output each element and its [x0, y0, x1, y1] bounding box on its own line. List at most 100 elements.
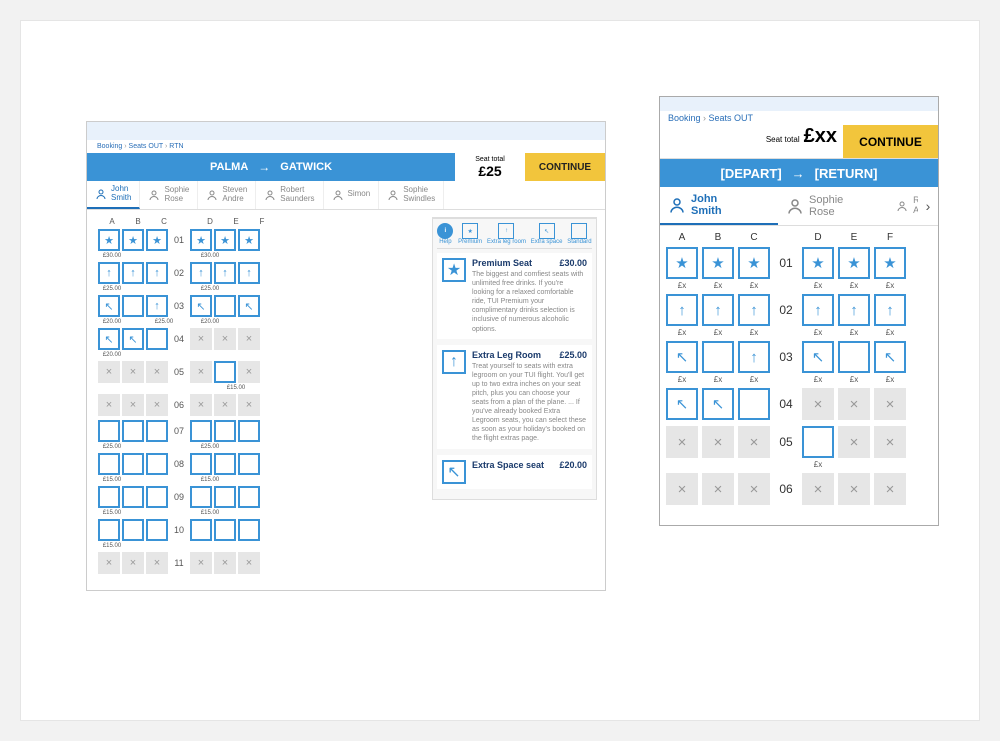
- passenger-tab[interactable]: SophieRose: [140, 181, 198, 209]
- continue-button[interactable]: CONTINUE: [525, 153, 605, 181]
- seat-standard[interactable]: [122, 519, 144, 541]
- seat-up[interactable]: ↑: [190, 262, 212, 284]
- seat-star[interactable]: ★: [98, 229, 120, 251]
- seat-standard[interactable]: [214, 486, 236, 508]
- breadcrumb-booking[interactable]: Booking: [668, 113, 701, 123]
- seat-standard[interactable]: [214, 453, 236, 475]
- seat-diag[interactable]: ↖: [666, 341, 698, 373]
- seat-star[interactable]: ★: [666, 247, 698, 279]
- seat-standard[interactable]: [98, 453, 120, 475]
- seat-up[interactable]: ↑: [874, 294, 906, 326]
- seat-standard[interactable]: [122, 486, 144, 508]
- seat-standard[interactable]: [98, 486, 120, 508]
- seat-star[interactable]: ★: [838, 247, 870, 279]
- seat-up[interactable]: ↑: [838, 294, 870, 326]
- seat-up[interactable]: ↑: [122, 262, 144, 284]
- row-number: 03: [772, 350, 800, 364]
- seat-star[interactable]: ★: [190, 229, 212, 251]
- breadcrumb-seats-out[interactable]: Seats OUT: [129, 143, 164, 150]
- seat-diag[interactable]: ↖: [874, 341, 906, 373]
- seat-star[interactable]: ★: [214, 229, 236, 251]
- seat-diag[interactable]: ↖: [802, 341, 834, 373]
- seat-standard[interactable]: [146, 519, 168, 541]
- seat-up[interactable]: ↑: [702, 294, 734, 326]
- seat-standard[interactable]: [702, 341, 734, 373]
- seat-star[interactable]: ★: [874, 247, 906, 279]
- seat-standard[interactable]: [190, 519, 212, 541]
- passenger-tab[interactable]: StevenAndre: [198, 181, 256, 209]
- seat-standard[interactable]: [238, 453, 260, 475]
- seat-type-card[interactable]: ↑Extra Leg Room£25.00Treat yourself to s…: [437, 345, 592, 449]
- seat-up[interactable]: ↑: [738, 294, 770, 326]
- seat-standard[interactable]: [146, 486, 168, 508]
- seat-up[interactable]: ↑: [214, 262, 236, 284]
- seat-standard[interactable]: [98, 519, 120, 541]
- seat-up[interactable]: ↑: [802, 294, 834, 326]
- seat-standard[interactable]: [238, 519, 260, 541]
- seat-up[interactable]: ↑: [738, 341, 770, 373]
- passenger-tab[interactable]: Simon: [324, 181, 380, 209]
- seat-standard[interactable]: [238, 486, 260, 508]
- seat-diag[interactable]: ↖: [98, 328, 120, 350]
- passenger-tab[interactable]: RA: [896, 187, 918, 225]
- seat-unavailable: ×: [738, 426, 770, 458]
- legend-standard[interactable]: Standard: [567, 223, 591, 245]
- legend-premium[interactable]: ★ Premium: [458, 223, 482, 245]
- diag-icon: ↖: [442, 460, 466, 484]
- seat-unavailable: ×: [146, 552, 168, 574]
- seat-standard[interactable]: [190, 420, 212, 442]
- passenger-tab[interactable]: JohnSmith: [87, 181, 140, 209]
- seat-standard[interactable]: [738, 388, 770, 420]
- legend-extra-leg[interactable]: ↑ Extra leg room: [487, 223, 526, 245]
- seat-standard[interactable]: [122, 453, 144, 475]
- seat-star[interactable]: ★: [238, 229, 260, 251]
- seat-up[interactable]: ↑: [146, 295, 168, 317]
- seat-standard[interactable]: [190, 453, 212, 475]
- seat-standard[interactable]: [146, 453, 168, 475]
- breadcrumb-booking[interactable]: Booking: [97, 143, 122, 150]
- legend-extra-space[interactable]: ↖ Extra space: [531, 223, 563, 245]
- seat-star[interactable]: ★: [738, 247, 770, 279]
- seat-star[interactable]: ★: [146, 229, 168, 251]
- seat-unavailable: ×: [702, 473, 734, 505]
- seat-total-amount: £xx: [804, 125, 837, 148]
- seat-standard[interactable]: [98, 420, 120, 442]
- seat-star[interactable]: ★: [122, 229, 144, 251]
- seat-up[interactable]: ↑: [146, 262, 168, 284]
- seat-standard[interactable]: [214, 361, 236, 383]
- seat-type-card[interactable]: ↖Extra Space seat£20.00: [437, 455, 592, 489]
- seat-standard[interactable]: [146, 328, 168, 350]
- passenger-tab[interactable]: JohnSmith: [660, 187, 778, 225]
- passenger-tab[interactable]: SophieRose: [778, 187, 896, 225]
- seat-standard[interactable]: [238, 420, 260, 442]
- seat-type-card[interactable]: ★Premium Seat£30.00The biggest and comfi…: [437, 253, 592, 339]
- seat-diag[interactable]: ↖: [190, 295, 212, 317]
- row-price: £15.00: [99, 385, 357, 391]
- seat-diag[interactable]: ↖: [702, 388, 734, 420]
- seat-standard[interactable]: [802, 426, 834, 458]
- passenger-tab[interactable]: RobertSaunders: [256, 181, 323, 209]
- seat-standard[interactable]: [214, 420, 236, 442]
- seat-up[interactable]: ↑: [666, 294, 698, 326]
- passenger-tab[interactable]: SophieSwindles: [379, 181, 444, 209]
- seat-standard[interactable]: [214, 295, 236, 317]
- seat-standard[interactable]: [122, 295, 144, 317]
- seat-diag[interactable]: ↖: [666, 388, 698, 420]
- seat-standard[interactable]: [122, 420, 144, 442]
- seat-up[interactable]: ↑: [98, 262, 120, 284]
- seat-diag[interactable]: ↖: [238, 295, 260, 317]
- seat-up[interactable]: ↑: [238, 262, 260, 284]
- legend-help[interactable]: i Help: [437, 223, 453, 245]
- seat-diag[interactable]: ↖: [122, 328, 144, 350]
- seat-standard[interactable]: [190, 486, 212, 508]
- seat-diag[interactable]: ↖: [98, 295, 120, 317]
- seat-standard[interactable]: [146, 420, 168, 442]
- seat-star[interactable]: ★: [802, 247, 834, 279]
- star-icon: ★: [462, 223, 478, 239]
- seat-standard[interactable]: [214, 519, 236, 541]
- arrow-right-icon: →: [792, 166, 805, 181]
- chevron-right-icon[interactable]: ›: [918, 187, 938, 225]
- seat-star[interactable]: ★: [702, 247, 734, 279]
- continue-button[interactable]: CONTINUE: [843, 125, 938, 158]
- seat-standard[interactable]: [838, 341, 870, 373]
